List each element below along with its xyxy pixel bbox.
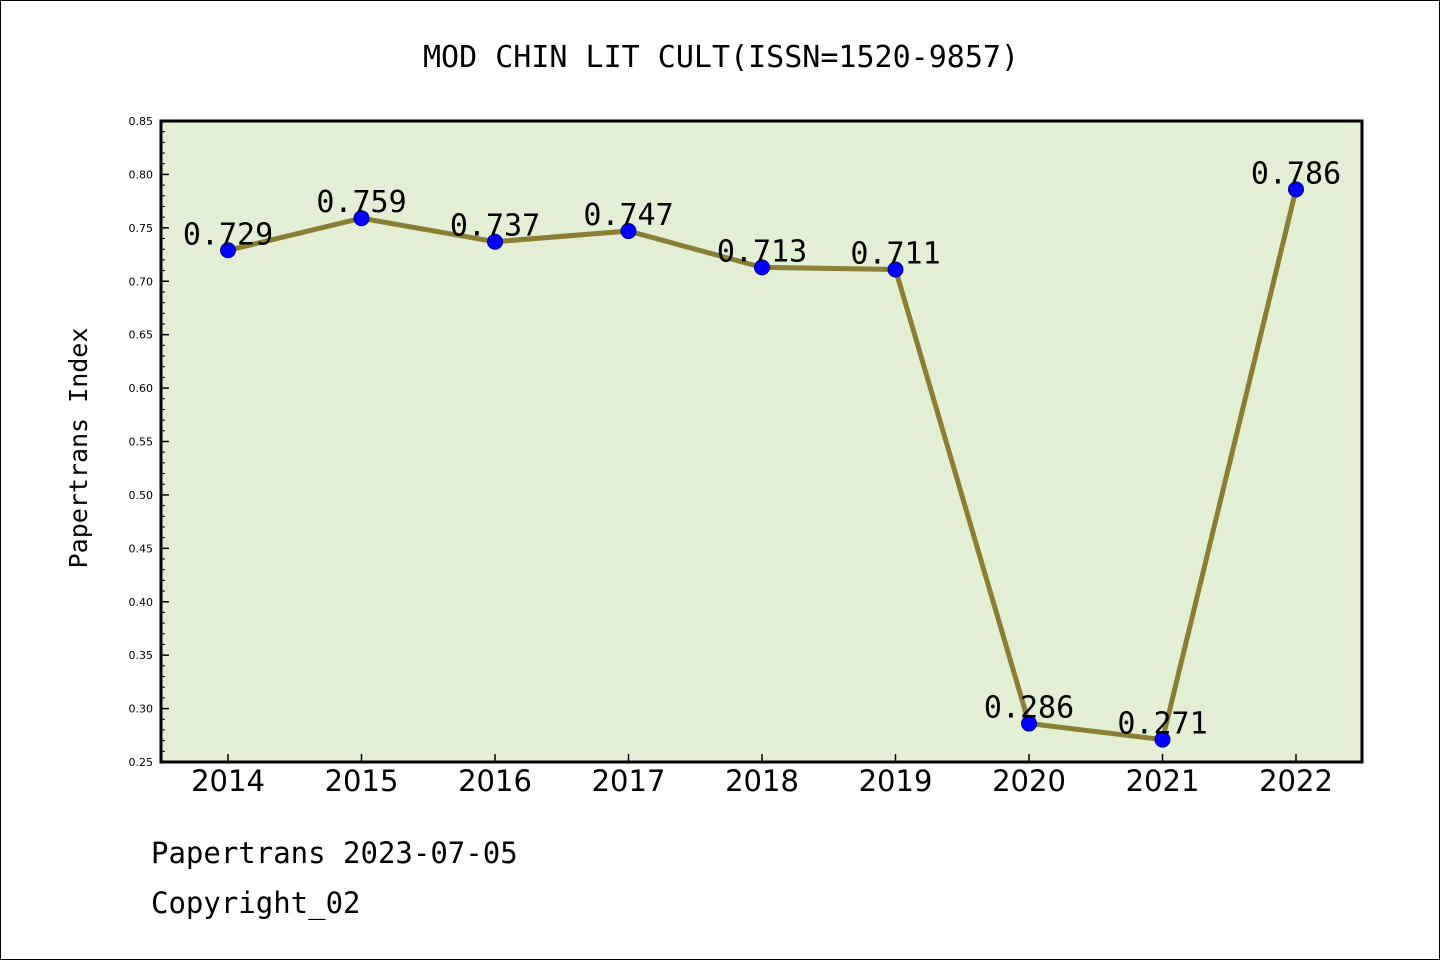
series-layer xyxy=(220,181,1304,748)
data-label-layer: 0.729 0.759 0.737 0.747 0.713 0.711 0.286 0.271… xyxy=(183,156,1341,741)
y-tick-label: 0.75 xyxy=(129,222,154,235)
plot-border xyxy=(159,119,1364,764)
x-tick-label: 2019 xyxy=(859,764,933,798)
x-tick-label: 2018 xyxy=(725,764,799,798)
data-value-label: 0.713 xyxy=(717,234,807,269)
plot-area xyxy=(161,121,1362,762)
data-value-label: 0.759 xyxy=(316,185,406,220)
data-value-label: 0.286 xyxy=(984,691,1074,726)
data-point-marker xyxy=(220,242,236,259)
x-tick-label: 2017 xyxy=(592,764,666,798)
data-point-marker xyxy=(620,223,637,240)
x-tick-label: 2020 xyxy=(992,764,1066,798)
y-tick-label: 0.25 xyxy=(129,756,154,769)
x-tick-label: 2015 xyxy=(325,764,399,798)
y-tick-label: 0.35 xyxy=(129,649,154,662)
y-tick-label: 0.70 xyxy=(129,275,154,288)
data-point-marker xyxy=(1021,715,1037,732)
data-value-label: 0.711 xyxy=(850,236,940,271)
data-value-label: 0.747 xyxy=(583,198,673,233)
y-tick-label: 0.60 xyxy=(129,382,154,395)
data-value-label: 0.786 xyxy=(1251,156,1341,191)
y-tick-label: 0.50 xyxy=(129,489,154,502)
data-point-marker xyxy=(1154,731,1171,748)
data-point-marker xyxy=(487,233,503,250)
x-tick-label: 2014 xyxy=(191,764,265,798)
y-tick-label: 0.80 xyxy=(129,168,154,181)
y-tick-label: 0.30 xyxy=(129,703,154,716)
data-value-label: 0.271 xyxy=(1117,707,1207,742)
data-value-label: 0.729 xyxy=(183,217,273,252)
y-tick-label: 0.40 xyxy=(129,596,154,609)
data-point-marker xyxy=(353,210,370,227)
data-value-label: 0.737 xyxy=(450,209,540,244)
source-date-text: Papertrans 2023-07-05 xyxy=(151,836,518,870)
y-axis-ticks: 0.25 0.30 0.35 0.40 0.45 0.50 0.55 0.60 0.65 0.70… xyxy=(129,115,169,769)
y-tick-label: 0.85 xyxy=(129,115,154,128)
y-axis-label: Papertrans Index xyxy=(64,328,93,569)
copyright-text: Copyright_02 xyxy=(151,886,361,920)
chart-title: MOD CHIN LIT CULT(ISSN=1520-9857) xyxy=(423,40,1019,75)
y-tick-label: 0.55 xyxy=(129,436,154,449)
data-point-marker xyxy=(754,259,770,276)
data-point-marker xyxy=(887,261,904,278)
y-tick-label: 0.45 xyxy=(129,542,154,555)
x-tick-label: 2016 xyxy=(458,764,532,798)
x-axis-ticks: 2014 2015 2016 2017 2018 2019 2020 2021 2022 xyxy=(191,754,1333,798)
y-tick-label: 0.65 xyxy=(129,329,154,342)
x-tick-label: 2022 xyxy=(1259,764,1333,798)
data-point-marker xyxy=(1288,181,1304,198)
x-tick-label: 2021 xyxy=(1126,764,1200,798)
